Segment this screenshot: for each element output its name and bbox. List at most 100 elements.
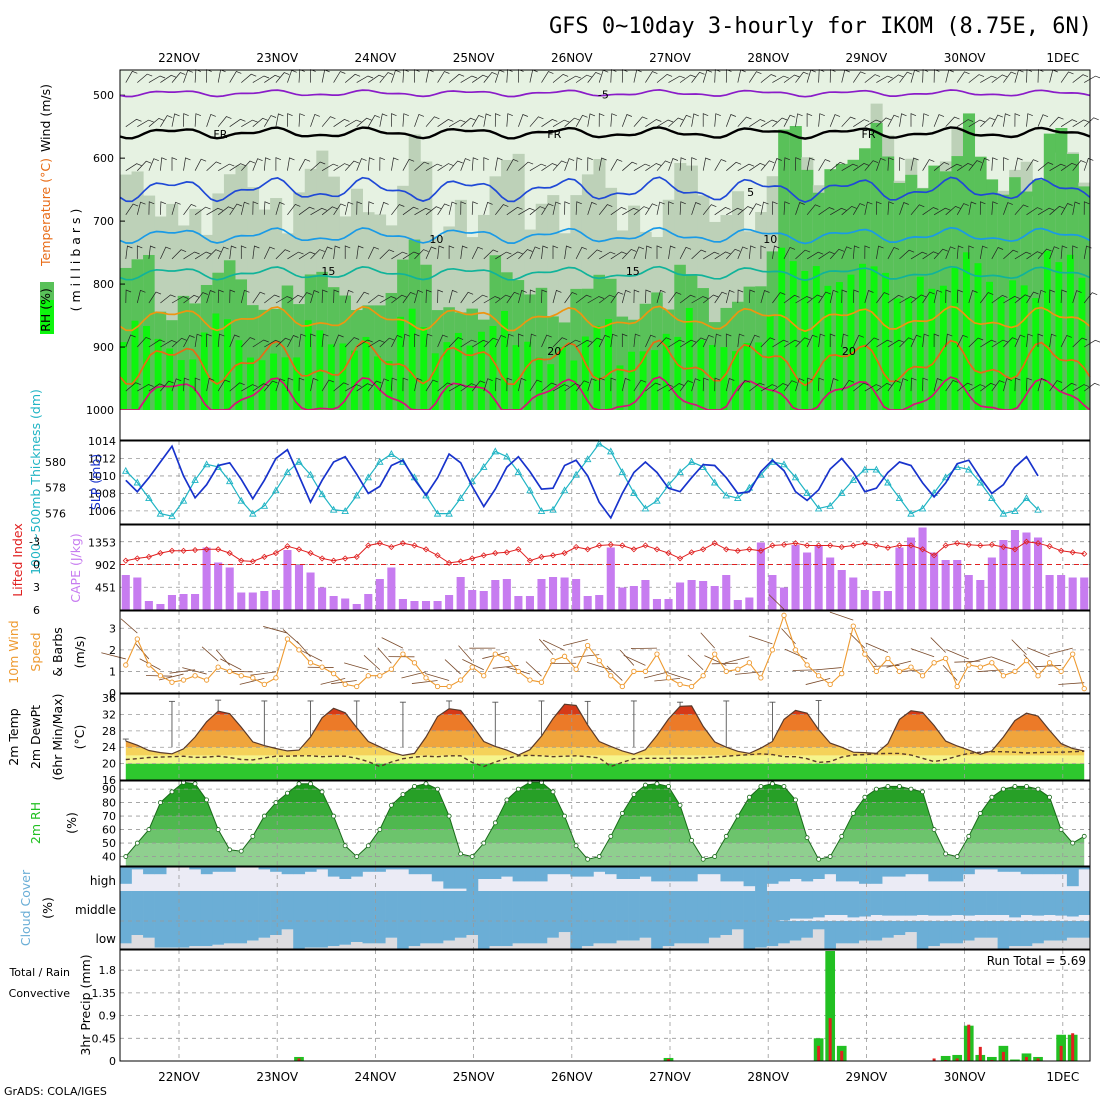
cape-axis-label: CAPE (J/kg): [68, 533, 83, 603]
wind-barb: [206, 249, 221, 260]
wind-barb: [217, 379, 231, 392]
wind-barb: [252, 75, 270, 83]
wind-barb: [656, 73, 673, 83]
wind-barb: [471, 294, 488, 304]
wind-speed-point: [688, 683, 695, 690]
rh2-point: [712, 854, 718, 859]
cloud-low-bar: [143, 921, 155, 938]
cloud-low-clear: [408, 946, 421, 949]
cloud-low-bar: [247, 921, 259, 941]
cape-bar: [722, 575, 731, 610]
wind-barb: [541, 203, 554, 215]
cape-bar: [352, 604, 361, 610]
cloud-middle-bar: [235, 891, 248, 921]
wind-barb: [749, 71, 762, 83]
thickness-point: [780, 460, 788, 468]
wind-barb-10m: [967, 656, 992, 664]
wind-barb: [310, 207, 327, 216]
wind-barb-10m: [606, 665, 623, 681]
wind-barb: [125, 245, 133, 259]
cloud-low-bar: [928, 921, 941, 947]
cloud-low-clear: [778, 943, 791, 949]
rh-band-bright: [247, 357, 254, 410]
wind-barb: [518, 161, 534, 171]
wind-speed-point: [804, 662, 810, 668]
rh-band-bright: [708, 345, 716, 410]
wind-barb: [171, 378, 182, 392]
cape-bar: [572, 579, 581, 610]
wind-barb: [1026, 333, 1034, 348]
top-date-label: 23NOV: [256, 51, 298, 65]
cloud-low-clear: [131, 935, 144, 949]
li-point: [873, 542, 880, 549]
li-point: [215, 546, 222, 553]
wind-barb: [899, 157, 905, 171]
rh2-point: [331, 813, 337, 819]
cloud-middle-bar: [397, 891, 409, 921]
wind-barb: [1026, 159, 1039, 171]
wind-barb: [645, 245, 652, 259]
cloud-middle-bar: [801, 891, 814, 919]
wind-barb: [910, 157, 919, 171]
wind-barb: [725, 289, 735, 304]
wind-barb: [899, 249, 915, 260]
wind-barb-10m: [805, 677, 831, 685]
wind-barb: [472, 74, 489, 83]
wind-speed-point: [596, 657, 602, 664]
li-point: [1011, 546, 1019, 553]
li-point: [653, 546, 661, 553]
wind-speed-point: [735, 666, 741, 672]
wind-barb: [1060, 71, 1074, 83]
cloud-low-clear: [304, 947, 317, 949]
cloud-high-bar: [662, 867, 675, 882]
li-point: [573, 543, 580, 551]
wind-speed-point: [330, 670, 337, 677]
wind-barb: [737, 289, 744, 304]
rh2-point: [158, 800, 163, 805]
wind-speed-point: [966, 662, 972, 668]
rh2-point: [1012, 783, 1018, 789]
rh-band-bright: [339, 343, 347, 410]
wind-barb: [633, 379, 647, 392]
li-point: [272, 550, 279, 557]
precip-total-bar: [940, 1055, 951, 1061]
cloud-low-clear: [1078, 937, 1091, 949]
wind-barb: [1060, 245, 1068, 259]
cape-bar: [329, 596, 338, 610]
cloud-middle-bar: [408, 891, 421, 921]
thickness-point: [907, 509, 915, 517]
li-point: [931, 552, 938, 559]
thickness-point: [329, 505, 338, 513]
cloud-high-bar: [304, 867, 317, 872]
slp-frame: [119, 440, 1091, 525]
wind-barb: [876, 75, 893, 83]
thickness-point: [895, 494, 904, 502]
rh2-point: [839, 833, 845, 839]
wind-barb: [852, 334, 864, 348]
wind-barb: [321, 163, 339, 172]
li-point: [780, 541, 788, 548]
wind-barb: [263, 246, 275, 260]
wind-barb: [1060, 289, 1067, 304]
rh-band-bright: [558, 347, 566, 410]
wind-barb: [748, 334, 760, 348]
wind-barb: [702, 294, 719, 304]
wind-barb: [460, 201, 467, 215]
wind-barb: [1072, 74, 1089, 83]
wind-barb: [714, 291, 728, 304]
rh2-tick-label: 50: [102, 837, 116, 850]
cloud-high-bar: [477, 867, 490, 879]
wind-barb: [1003, 113, 1011, 127]
li-point: [388, 543, 395, 551]
wind-barb-10m: [643, 671, 669, 679]
wind-barb: [806, 251, 824, 260]
footer-credit: GrADS: COLA/IGES: [4, 1085, 107, 1098]
rh2-point: [273, 800, 279, 805]
cloud-low-clear: [662, 946, 675, 949]
chart-title: GFS 0~10day 3-hourly for IKOM (8.75E, 6N…: [549, 14, 1092, 39]
wind-barb: [899, 378, 909, 392]
cape-bar: [225, 567, 234, 610]
wind-barb-10m: [158, 673, 184, 681]
cape-bg: [120, 525, 1090, 610]
